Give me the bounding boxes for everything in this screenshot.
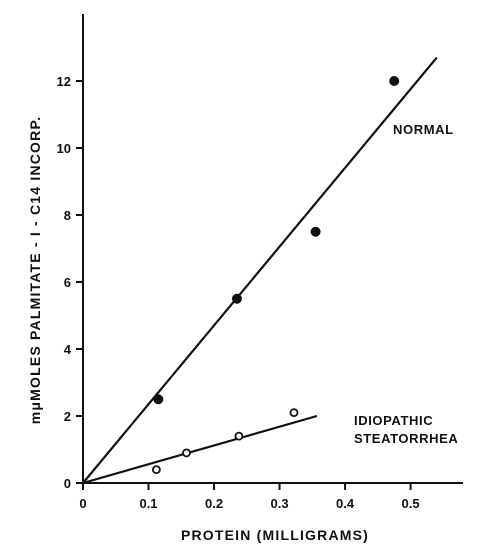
data-point-series-2: [234, 431, 244, 441]
x-tick-label: 0.3: [271, 496, 289, 511]
fit-line-series-1: [82, 56, 438, 484]
data-point-series-1: [389, 76, 400, 86]
x-tick-label: 0.5: [402, 496, 420, 511]
y-tick-label: 8: [64, 208, 71, 223]
series-label-idiopathic-line1: IDIOPATHIC: [354, 413, 433, 428]
y-ticks: 0 2 4 6 8 10 12: [57, 74, 83, 491]
y-tick-label: 0: [64, 476, 71, 491]
data-point-series-1: [310, 226, 321, 237]
data-points: [151, 76, 400, 475]
x-tick-label: 0: [79, 496, 86, 511]
x-tick-label: 0.4: [336, 496, 355, 511]
fit-line-series-2: [82, 414, 318, 485]
y-tick-label: 6: [64, 275, 71, 290]
series-label-idiopathic-line2: STEATORRHEA: [354, 431, 458, 446]
x-tick-label: 0.2: [205, 496, 223, 511]
data-point-series-2: [289, 408, 299, 418]
y-tick-label: 12: [57, 74, 71, 89]
x-tick-label: 0.1: [139, 496, 157, 511]
data-point-series-2: [151, 465, 161, 475]
y-axis-label: mμMOLES PALMITATE - I - C14 INCORP.: [27, 116, 43, 425]
axes: [82, 14, 463, 484]
data-point-series-2: [182, 448, 191, 458]
y-tick-label: 4: [64, 342, 72, 357]
x-axis-label: PROTEIN (MILLIGRAMS): [181, 527, 369, 543]
y-tick-label: 10: [57, 141, 71, 156]
y-tick-label: 2: [64, 409, 71, 424]
series-label-normal: NORMAL: [393, 122, 454, 137]
data-point-series-1: [153, 394, 164, 405]
data-point-series-1: [231, 293, 242, 304]
x-ticks: 0 0.1 0.2 0.3 0.4 0.5: [79, 483, 420, 511]
fit-lines: [82, 56, 438, 485]
